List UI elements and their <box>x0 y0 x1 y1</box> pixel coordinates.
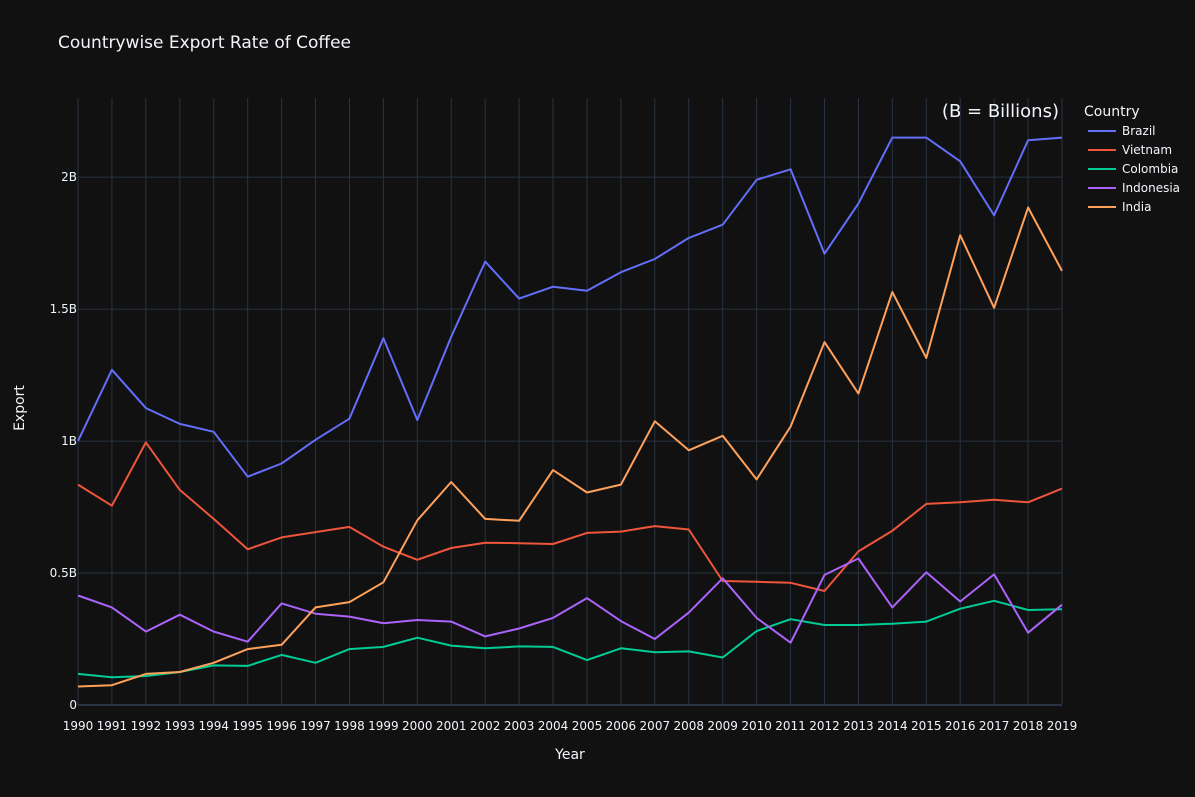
x-tick-label: 1991 <box>97 719 128 733</box>
legend-label: India <box>1122 200 1151 214</box>
x-axis-title: Year <box>554 747 585 763</box>
x-tick-label: 1996 <box>266 719 297 733</box>
x-tick-label: 1993 <box>165 719 196 733</box>
series-lines <box>77 136 1063 688</box>
series-line-vietnam <box>77 441 1063 592</box>
y-axis-ticks: 0 0.5B 1B 1.5B 2B <box>50 170 77 712</box>
x-tick-label: 1992 <box>131 719 162 733</box>
x-tick-label: 2019 <box>1047 719 1078 733</box>
series-line-indonesia <box>77 557 1063 644</box>
x-tick-label: 2000 <box>402 719 433 733</box>
x-tick-label: 2012 <box>809 719 840 733</box>
x-tick-label: 2004 <box>538 719 569 733</box>
legend-title: Country <box>1084 104 1140 120</box>
legend-label: Colombia <box>1122 162 1178 176</box>
y-axis-title: Export <box>12 385 28 431</box>
y-tick-label: 1.5B <box>50 302 77 316</box>
x-tick-label: 1997 <box>300 719 331 733</box>
x-tick-label: 2006 <box>606 719 637 733</box>
y-tick-label: 2B <box>61 170 77 184</box>
series-line-brazil <box>77 136 1063 478</box>
x-tick-label: 2007 <box>640 719 671 733</box>
legend-label: Indonesia <box>1122 181 1180 195</box>
x-tick-label: 2010 <box>741 719 772 733</box>
x-tick-label: 2003 <box>504 719 535 733</box>
legend-item-vietnam[interactable]: Vietnam <box>1088 143 1172 157</box>
series-line-colombia <box>77 599 1063 679</box>
legend-item-indonesia[interactable]: Indonesia <box>1088 181 1180 195</box>
x-tick-label: 2015 <box>911 719 942 733</box>
x-tick-label: 2011 <box>775 719 806 733</box>
x-tick-label: 1990 <box>63 719 94 733</box>
x-tick-label: 2001 <box>436 719 467 733</box>
legend: Country Brazil Vietnam Colombia Indonesia In… <box>1084 104 1180 214</box>
x-tick-label: 2002 <box>470 719 501 733</box>
legend-item-colombia[interactable]: Colombia <box>1088 162 1178 176</box>
x-tick-label: 2008 <box>673 719 704 733</box>
series-line-india <box>77 206 1063 688</box>
grid <box>77 98 1063 706</box>
x-tick-label: 2016 <box>945 719 976 733</box>
y-tick-label: 0 <box>69 698 77 712</box>
x-tick-label: 1995 <box>232 719 263 733</box>
units-annotation: (B = Billions) <box>942 101 1059 122</box>
x-tick-label: 2005 <box>572 719 603 733</box>
x-tick-label: 2018 <box>1013 719 1044 733</box>
legend-item-brazil[interactable]: Brazil <box>1088 124 1156 138</box>
legend-item-india[interactable]: India <box>1088 200 1151 214</box>
y-tick-label: 1B <box>61 434 77 448</box>
legend-items: Brazil Vietnam Colombia Indonesia India <box>1088 124 1180 214</box>
x-tick-label: 1998 <box>334 719 365 733</box>
x-tick-label: 2009 <box>707 719 738 733</box>
chart-title: Countrywise Export Rate of Coffee <box>58 33 351 53</box>
x-axis-ticks: 1990 1991 1992 1993 1994 1995 1996 1997 1998 1999… <box>63 719 1078 733</box>
legend-label: Brazil <box>1122 124 1156 138</box>
legend-label: Vietnam <box>1122 143 1172 157</box>
x-tick-label: 2017 <box>979 719 1010 733</box>
x-tick-label: 2014 <box>877 719 908 733</box>
x-tick-label: 1994 <box>198 719 229 733</box>
x-tick-label: 1999 <box>368 719 399 733</box>
y-tick-label: 0.5B <box>50 566 77 580</box>
x-tick-label: 2013 <box>843 719 874 733</box>
